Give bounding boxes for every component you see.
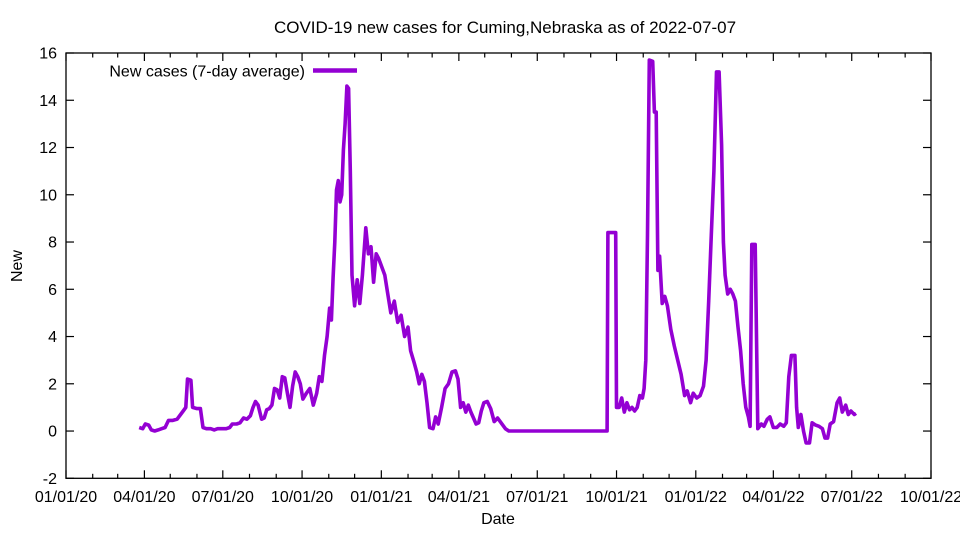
plot-border [65, 52, 932, 479]
x-tick-label: 01/01/20 [35, 489, 97, 506]
x-tick-label: 07/01/20 [192, 489, 254, 506]
y-tick-label: 2 [48, 376, 57, 393]
legend: New cases (7-day average) [109, 64, 357, 81]
x-tick-label: 04/01/20 [113, 489, 175, 506]
new-cases-series-line [138, 58, 858, 445]
y-tick-label: 0 [48, 424, 57, 441]
y-tick-label: 10 [39, 187, 57, 204]
legend-label: New cases (7-day average) [109, 64, 305, 81]
y-tick-label: 14 [39, 93, 57, 110]
y-tick-label: 4 [48, 329, 57, 346]
x-tick-label: 01/01/21 [350, 489, 412, 506]
x-tick-label: 10/01/22 [900, 489, 960, 506]
y-tick-label: 6 [48, 282, 57, 299]
x-tick-labels: 01/01/20 04/01/20 07/01/20 10/01/20 01/01/21… [35, 489, 960, 506]
y-tick-label: 16 [39, 46, 57, 63]
x-axis-label: Date [481, 511, 515, 528]
y-axis-label: New [9, 250, 26, 282]
chart-title: COVID-19 new cases for Cuming,Nebraska a… [274, 18, 736, 37]
x-tick-label: 01/01/22 [665, 489, 727, 506]
y-tick-labels: -2 0 2 4 6 8 10 12 14 16 [39, 46, 57, 488]
x-tick-label: 07/01/22 [821, 489, 883, 506]
x-tick-label: 04/01/22 [742, 489, 804, 506]
x-tick-label: 07/01/21 [506, 489, 568, 506]
y-tick-label: -2 [43, 471, 57, 488]
x-tick-label: 04/01/21 [428, 489, 490, 506]
y-tick-label: 12 [39, 140, 57, 157]
y-tick-label: 8 [48, 235, 57, 252]
x-tick-label: 10/01/21 [585, 489, 647, 506]
x-tick-label: 10/01/20 [271, 489, 333, 506]
